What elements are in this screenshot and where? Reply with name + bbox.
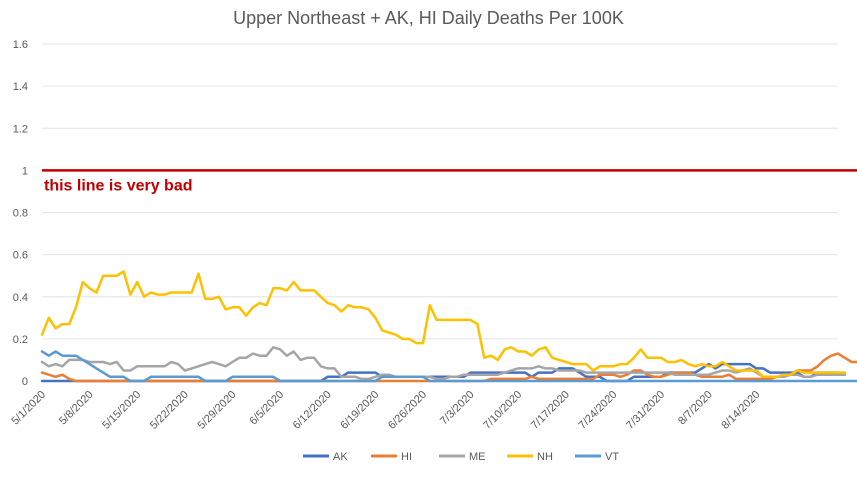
legend-label-nh: NH: [537, 451, 553, 463]
reference-line-annotation: this line is very bad: [44, 177, 193, 194]
x-tick-label: 6/19/2020: [338, 389, 381, 432]
series-line-nh: [40, 270, 847, 379]
y-tick-label: 0.6: [13, 250, 28, 262]
legend-label-ak: AK: [333, 451, 348, 463]
y-axis-ticks: 0 0.2 0.4 0.6 0.8 1 1.2 1.4 1.6: [13, 39, 28, 388]
x-tick-label: 6/12/2020: [291, 389, 334, 432]
y-tick-label: 0.2: [13, 334, 28, 346]
legend-label-hi: HI: [401, 451, 412, 463]
series-line-me: [40, 346, 847, 381]
gridlines: [42, 43, 838, 382]
legend: AK HI ME NH VT: [303, 451, 619, 463]
x-tick-label: 5/1/2020: [9, 389, 48, 428]
x-tick-label: 7/3/2020: [438, 389, 477, 428]
x-tick-label: 6/5/2020: [247, 389, 286, 428]
x-axis-ticks: 5/1/2020 5/8/2020 5/15/2020 5/22/2020 5/29/2…: [9, 389, 762, 432]
x-tick-label: 5/8/2020: [57, 389, 96, 428]
x-tick-label: 7/10/2020: [481, 389, 524, 432]
x-tick-label: 5/22/2020: [148, 389, 191, 432]
chart-title: Upper Northeast + AK, HI Daily Deaths Pe…: [233, 8, 624, 28]
y-tick-label: 1.4: [13, 81, 28, 93]
x-tick-label: 5/15/2020: [100, 389, 143, 432]
y-tick-label: 0: [22, 376, 28, 388]
x-tick-label: 7/17/2020: [529, 389, 572, 432]
y-tick-label: 1.6: [13, 39, 28, 51]
x-tick-label: 5/29/2020: [196, 389, 239, 432]
series-group: [40, 270, 857, 383]
series-line-vt: [40, 350, 857, 383]
y-tick-label: 0.4: [13, 292, 28, 304]
y-tick-label: 0.8: [13, 208, 28, 220]
x-tick-label: 6/26/2020: [386, 389, 429, 432]
x-tick-label: 7/24/2020: [577, 389, 620, 432]
x-tick-label: 8/14/2020: [719, 389, 762, 432]
y-tick-label: 1: [22, 165, 28, 177]
x-tick-label: 8/7/2020: [676, 389, 715, 428]
reference-line-group: this line is very bad: [42, 169, 857, 194]
legend-label-vt: VT: [605, 451, 619, 463]
legend-label-me: ME: [469, 451, 486, 463]
y-tick-label: 1.2: [13, 123, 28, 135]
x-tick-label: 7/31/2020: [624, 389, 667, 432]
